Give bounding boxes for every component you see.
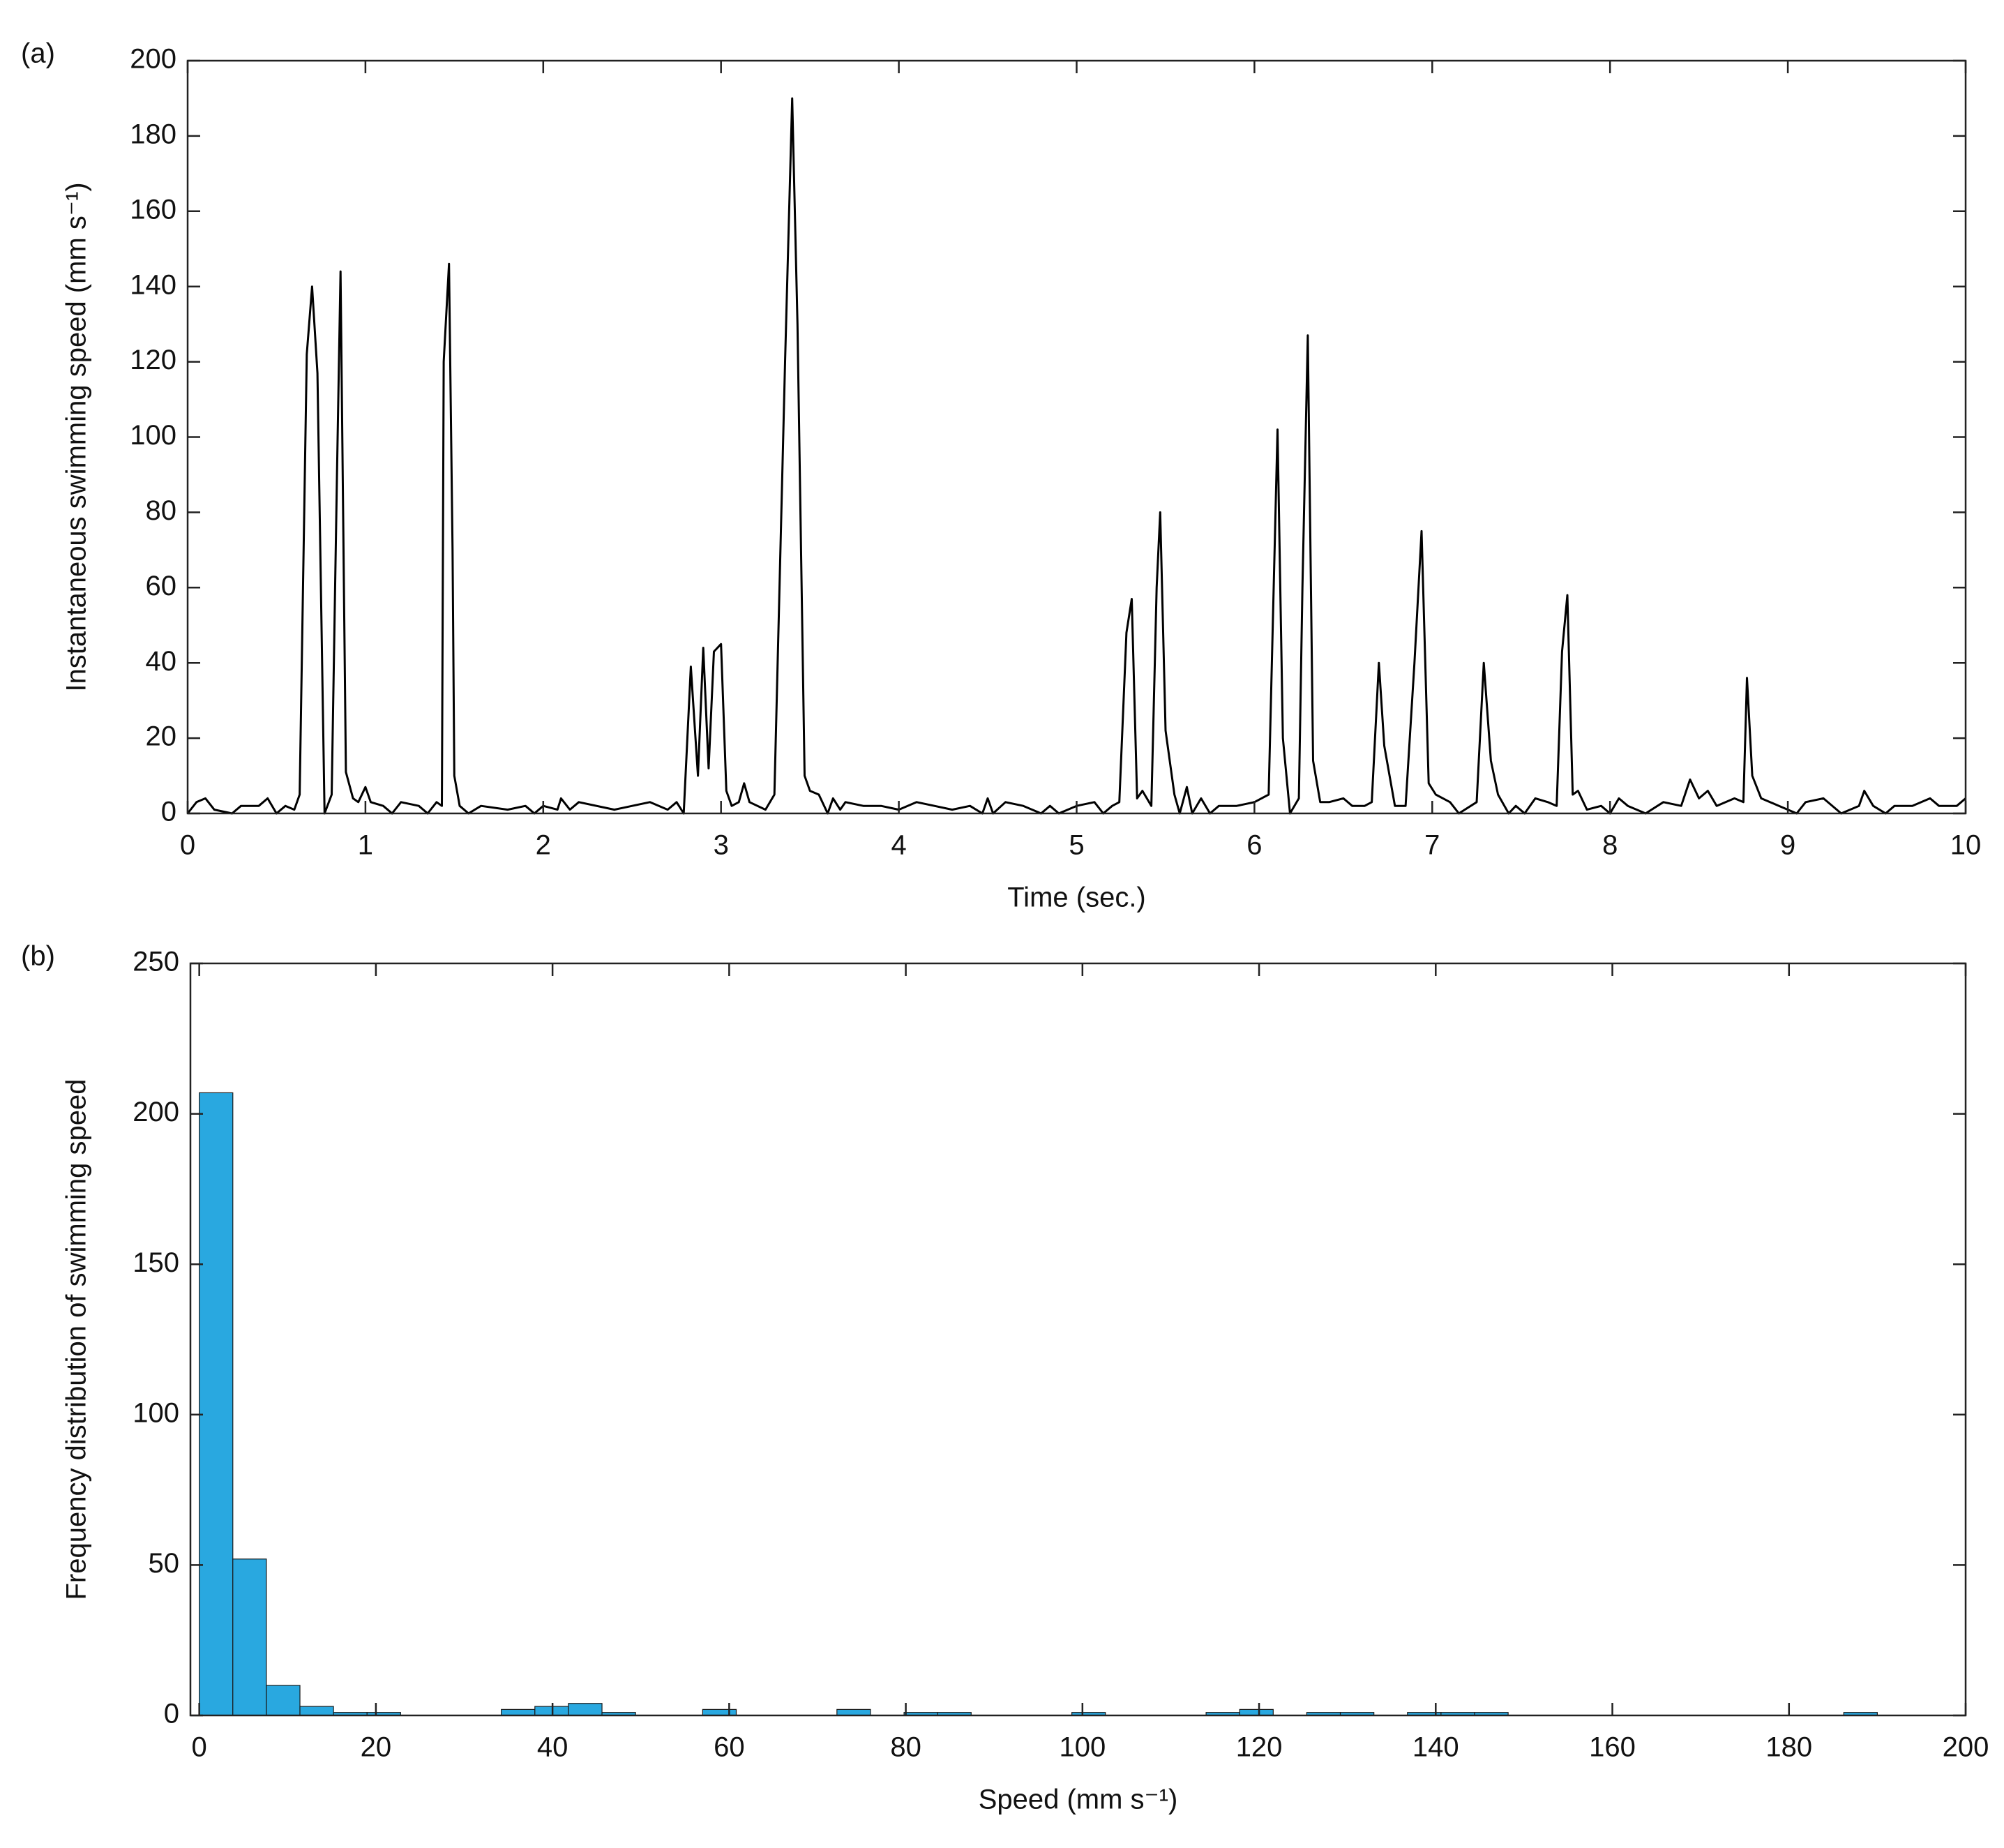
x-tick-label: 140 — [1412, 1732, 1459, 1763]
y-axis-label: Frequency distribution of swimming speed — [61, 1079, 92, 1600]
x-tick-label: 3 — [714, 830, 729, 861]
y-tick-label: 40 — [146, 646, 177, 677]
bar — [299, 1706, 334, 1716]
y-tick-label: 200 — [130, 44, 176, 75]
y-tick-label: 180 — [130, 119, 176, 149]
x-tick-label: 200 — [1943, 1732, 1989, 1763]
x-tick-label: 7 — [1424, 830, 1440, 861]
x-axis-label: Time (sec.) — [1007, 882, 1146, 913]
x-tick-label: 20 — [361, 1732, 392, 1763]
y-tick-label: 200 — [133, 1097, 179, 1127]
y-tick-label: 80 — [146, 495, 177, 526]
bar — [1239, 1708, 1274, 1716]
x-tick-label: 1 — [358, 830, 373, 861]
y-tick-label: 120 — [130, 345, 176, 375]
y-tick-label: 0 — [161, 797, 176, 827]
y-tick-label: 150 — [133, 1247, 179, 1278]
y-tick-label: 100 — [130, 420, 176, 451]
x-tick-label: 2 — [536, 830, 551, 861]
y-tick-label: 160 — [130, 194, 176, 225]
y-tick-label: 60 — [146, 571, 177, 601]
bar — [266, 1685, 301, 1716]
x-tick-label: 60 — [714, 1732, 745, 1763]
y-axis-label: Instantaneous swimming speed (mm s⁻¹) — [61, 182, 92, 691]
bar — [199, 1092, 234, 1716]
plot-frame — [189, 962, 1967, 1717]
panel-label: (b) — [21, 941, 55, 972]
bar — [568, 1703, 603, 1716]
x-tick-label: 4 — [891, 830, 906, 861]
x-tick-label: 9 — [1780, 830, 1795, 861]
x-tick-label: 8 — [1602, 830, 1618, 861]
y-tick-label: 140 — [130, 269, 176, 300]
x-tick-label: 6 — [1246, 830, 1262, 861]
bar — [702, 1708, 737, 1716]
x-tick-label: 40 — [537, 1732, 568, 1763]
speed-line — [186, 97, 1966, 815]
y-tick-label: 50 — [149, 1548, 180, 1579]
y-tick-label: 20 — [146, 721, 177, 752]
bar — [534, 1706, 569, 1716]
x-tick-label: 80 — [890, 1732, 921, 1763]
bar — [501, 1708, 536, 1716]
bar — [232, 1558, 267, 1716]
bar — [836, 1708, 871, 1716]
panel-label: (a) — [21, 38, 55, 69]
x-tick-label: 160 — [1589, 1732, 1636, 1763]
x-tick-label: 0 — [192, 1732, 207, 1763]
y-tick-label: 250 — [133, 947, 179, 977]
x-tick-label: 5 — [1069, 830, 1084, 861]
x-tick-label: 100 — [1059, 1732, 1106, 1763]
x-axis-label: Speed (mm s⁻¹) — [979, 1785, 1178, 1815]
x-tick-label: 10 — [1950, 830, 1982, 861]
x-tick-label: 120 — [1236, 1732, 1283, 1763]
x-tick-label: 180 — [1765, 1732, 1812, 1763]
x-tick-label: 0 — [180, 830, 195, 861]
y-tick-label: 0 — [164, 1699, 179, 1729]
y-tick-label: 100 — [133, 1397, 179, 1428]
